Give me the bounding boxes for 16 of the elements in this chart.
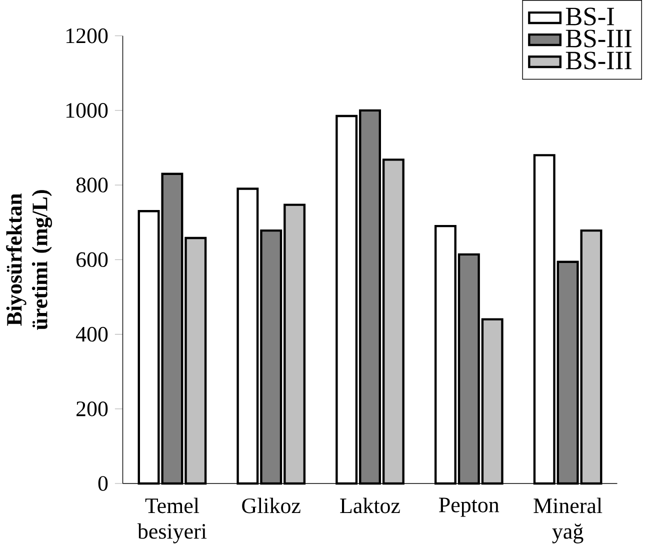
x-tick-label: Glikoz bbox=[242, 498, 300, 513]
legend-label: BS-III bbox=[566, 51, 632, 70]
y-axis-title: Biyosürfektan üretimi (mg/L) bbox=[6, 190, 52, 330]
y-tick-label: 400 bbox=[76, 326, 108, 342]
x-tick-label: Temel besiyeri bbox=[137, 498, 207, 544]
legend-label: BS-I bbox=[566, 7, 614, 26]
y-tick-label: 1000 bbox=[66, 102, 108, 118]
y-tick-label: 1200 bbox=[66, 28, 108, 43]
x-tick-label: Laktoz bbox=[340, 498, 400, 513]
legend-label: BS-III bbox=[566, 29, 632, 48]
y-tick-label: 200 bbox=[76, 401, 108, 416]
x-tick-label: Mineral yağ bbox=[534, 498, 602, 544]
y-tick-label: 800 bbox=[76, 177, 108, 192]
x-tick-label: Pepton bbox=[439, 498, 500, 517]
y-tick-label: 0 bbox=[98, 476, 108, 491]
y-tick-label: 600 bbox=[76, 252, 108, 267]
